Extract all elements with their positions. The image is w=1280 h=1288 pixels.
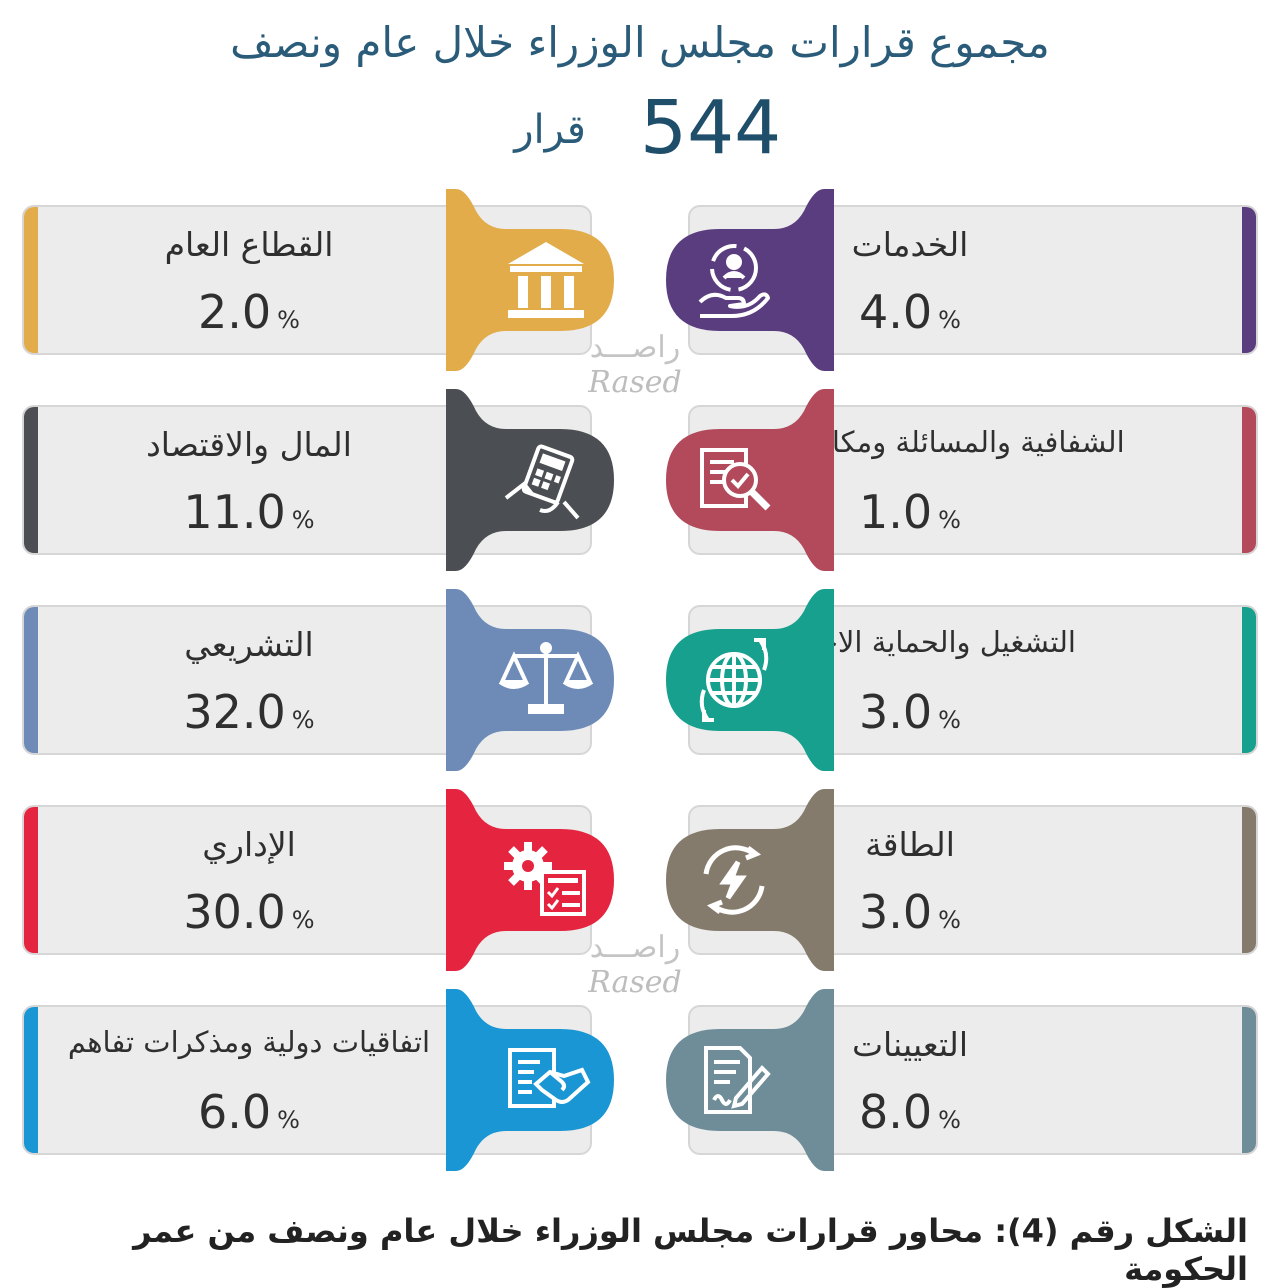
government-building-icon (508, 242, 584, 318)
category-percent-number: 4.0 (859, 285, 933, 339)
category-tab (664, 189, 834, 371)
category-label: التعيينات (851, 1025, 969, 1064)
category-tab (446, 189, 616, 371)
category-label: المال والاقتصاد (146, 425, 352, 464)
percent-sign: % (277, 1106, 300, 1134)
category-label: الإداري (202, 825, 296, 864)
category-percent-number: 6.0 (198, 1085, 272, 1139)
category-color-bar (1242, 407, 1256, 553)
percent-sign: % (938, 1106, 961, 1134)
category-tab (446, 789, 616, 971)
category-label: التشريعي (184, 625, 314, 664)
category-color-bar (1242, 607, 1256, 753)
document-pen-icon (704, 1046, 771, 1114)
category-color-bar (24, 207, 38, 353)
total-decisions-unit: قرار (514, 107, 586, 153)
category-value: 6.0% (54, 1085, 444, 1139)
category-card: المال والاقتصاد 11.0% (22, 405, 592, 555)
percent-sign: % (938, 906, 961, 934)
category-value: 1.0% (690, 485, 1130, 539)
category-color-bar (24, 407, 38, 553)
total-row: 544 قرار (0, 85, 1280, 175)
category-percent-number: 3.0 (859, 885, 933, 939)
percent-sign: % (291, 706, 315, 734)
category-tab (446, 989, 616, 1171)
category-percent-number: 3.0 (859, 685, 933, 739)
handshake-document-icon (508, 1048, 591, 1108)
category-color-bar (24, 1007, 38, 1153)
category-tab (446, 589, 616, 771)
figure-caption: الشكل رقم (4): محاور قرارات مجلس الوزراء… (133, 1212, 1248, 1288)
hand-user-service-icon (698, 244, 770, 318)
category-tab (664, 789, 834, 971)
category-color-bar (1242, 1007, 1256, 1153)
watermark-rased: راصـــد Rased (588, 330, 682, 400)
total-decisions-value: 544 (640, 85, 782, 171)
category-tab (664, 589, 834, 771)
globe-arrows-icon (699, 638, 769, 722)
category-percent-number: 11.0 (183, 485, 286, 539)
category-label: الخدمات (851, 225, 969, 264)
calculator-hand-icon (504, 444, 580, 520)
document-magnifier-icon (700, 448, 771, 511)
category-value: 32.0% (54, 685, 444, 739)
category-color-bar (24, 607, 38, 753)
category-value: 2.0% (54, 285, 444, 339)
gear-checklist-icon (504, 842, 586, 916)
percent-sign: % (277, 306, 300, 334)
category-label: الطاقة (865, 825, 955, 864)
category-percent-number: 8.0 (859, 1085, 933, 1139)
category-label: اتفاقيات دولية ومذكرات تفاهم (67, 1025, 431, 1059)
category-color-bar (1242, 207, 1256, 353)
page-title: مجموع قرارات مجلس الوزراء خلال عام ونصف (230, 18, 1050, 67)
percent-sign: % (938, 706, 961, 734)
category-label: القطاع العام (164, 225, 334, 264)
percent-sign: % (291, 506, 315, 534)
category-value: 3.0% (690, 685, 1130, 739)
category-percent-number: 1.0 (859, 485, 933, 539)
percent-sign: % (291, 906, 315, 934)
category-tab (664, 989, 834, 1171)
category-percent-number: 30.0 (183, 885, 286, 939)
category-tab (446, 389, 616, 571)
watermark-rased: راصـــد Rased (588, 930, 682, 1000)
category-value: 4.0% (690, 285, 1130, 339)
category-percent-number: 2.0 (198, 285, 272, 339)
percent-sign: % (938, 306, 961, 334)
category-value: 3.0% (690, 885, 1130, 939)
category-value: 11.0% (54, 485, 444, 539)
energy-bolt-icon (703, 845, 765, 915)
category-value: 8.0% (690, 1085, 1130, 1139)
category-value: 30.0% (54, 885, 444, 939)
category-color-bar (1242, 807, 1256, 953)
category-tab (664, 389, 834, 571)
category-color-bar (24, 807, 38, 953)
category-percent-number: 32.0 (183, 685, 286, 739)
percent-sign: % (938, 506, 961, 534)
justice-scale-icon (498, 642, 594, 714)
